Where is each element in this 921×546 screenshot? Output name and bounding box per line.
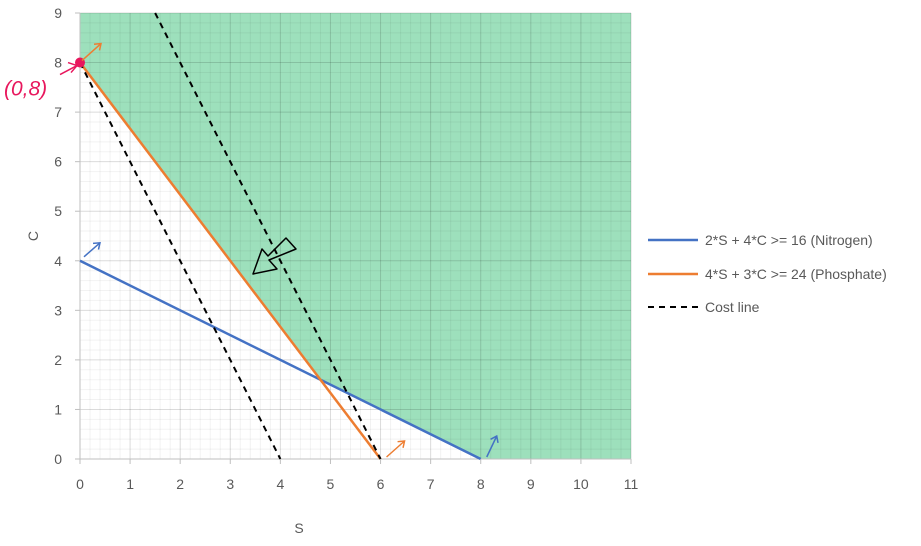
x-tick-label: 1	[126, 476, 134, 492]
direction-arrow-icon	[81, 42, 102, 62]
direction-arrow-icon	[386, 440, 406, 458]
arrow-head	[490, 434, 499, 444]
x-axis-label: S	[294, 520, 303, 536]
y-tick-label: 4	[54, 253, 62, 269]
point-label: (0,8)	[4, 78, 47, 101]
tick-layer: 0 1 2 3 4 5 6 7 8 9 10 11 0 1 2 3 4 5 6 7 8 9	[54, 5, 638, 492]
x-tick-label: 9	[527, 476, 535, 492]
arrow-shaft	[486, 435, 498, 458]
y-tick-label: 5	[54, 203, 62, 219]
y-tick-label: 3	[54, 302, 62, 318]
series-line-2	[79, 62, 282, 460]
y-tick-label: 8	[54, 55, 62, 71]
arrow-shaft	[83, 242, 101, 258]
x-tick-label: 4	[276, 476, 284, 492]
x-tick-label: 5	[327, 476, 335, 492]
y-tick-label: 7	[54, 104, 62, 120]
arrow-head	[397, 440, 406, 448]
feasible-region-layer	[80, 13, 631, 459]
y-tick-label: 6	[54, 154, 62, 170]
series-line-0	[79, 259, 482, 461]
y-tick-label: 0	[54, 451, 62, 467]
y-axis-label: C	[25, 231, 41, 241]
arrow-head	[92, 241, 101, 250]
x-tick-label: 0	[76, 476, 84, 492]
direction-arrow-icon	[83, 241, 101, 258]
series-line-1	[79, 61, 382, 460]
arrow-shaft	[386, 440, 406, 458]
legend-label-0: 2*S + 4*C >= 16 (Nitrogen)	[705, 232, 873, 248]
legend-label-2: Cost line	[705, 299, 760, 315]
x-tick-label: 8	[477, 476, 485, 492]
handwritten-annotations: (0,8)	[4, 42, 499, 458]
cost-direction-arrow-icon	[252, 237, 297, 275]
series-layer	[79, 12, 482, 461]
x-tick-label: 2	[176, 476, 184, 492]
x-tick-label: 6	[377, 476, 385, 492]
arrow-shaft	[81, 42, 102, 62]
x-tick-label: 11	[624, 476, 639, 492]
grid-layer	[79, 12, 632, 460]
x-tick-label: 3	[226, 476, 234, 492]
legend: 2*S + 4*C >= 16 (Nitrogen) 4*S + 3*C >= 2…	[648, 232, 887, 315]
pointer-arrow-icon	[59, 64, 78, 76]
y-tick-label: 2	[54, 352, 62, 368]
feasible-region	[80, 13, 631, 459]
x-tick-label: 7	[427, 476, 435, 492]
x-tick-label: 10	[573, 476, 589, 492]
arrow-head	[93, 42, 102, 51]
legend-label-1: 4*S + 3*C >= 24 (Phosphate)	[705, 266, 887, 282]
y-tick-label: 9	[54, 5, 62, 21]
direction-arrow-icon	[486, 434, 499, 458]
y-tick-label: 1	[54, 401, 62, 417]
